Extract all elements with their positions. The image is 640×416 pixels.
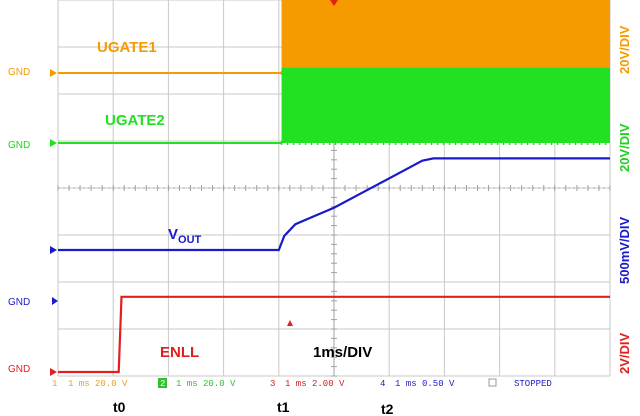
- scale-label-vout: 500mV/DIV: [617, 216, 632, 284]
- stopped-indicator-icon: [488, 378, 497, 387]
- time-marker-t1: t1: [277, 399, 290, 415]
- ground-marker-ugate2: [50, 139, 57, 147]
- ground-label-ch3: GND: [8, 364, 30, 375]
- status-ch4-settings: 1 ms 0.50 V: [395, 379, 455, 389]
- scale-label-ch1: 20V/DIV: [617, 25, 632, 74]
- ground-marker-ugate1: [50, 69, 57, 77]
- trigger-marker-icon: [330, 0, 338, 6]
- ground-marker-enll: [50, 368, 57, 376]
- status-ch4-number: 4: [380, 379, 385, 389]
- trace-label-enll: ENLL: [160, 344, 199, 361]
- time-scale-label: 1ms/DIV: [313, 344, 372, 361]
- status-bar: 1 1 ms 20.0 V 2 1 ms 20.0 V 3 1 ms 2.00 …: [52, 378, 552, 389]
- scale-label-ch3: 2V/DIV: [617, 332, 632, 374]
- trace-label-vout: VOUT: [168, 226, 202, 246]
- status-ch1-number: 1: [52, 379, 57, 389]
- ground-label-ch1: GND: [8, 67, 30, 78]
- status-ch2-box: [158, 378, 167, 388]
- scale-label-ch2: 20V/DIV: [617, 123, 632, 172]
- status-ch3-number: 3: [270, 379, 275, 389]
- trace-ugate2-switching: [281, 67, 610, 143]
- ground-label-ch2: GND: [8, 140, 30, 151]
- status-ch1-settings: 1 ms 20.0 V: [68, 379, 128, 389]
- traces: [50, 0, 610, 376]
- status-ch2-number: 2: [160, 379, 165, 389]
- vout-label-main: V: [168, 226, 178, 243]
- status-ch3-settings: 1 ms 2.00 V: [285, 379, 345, 389]
- ground-marker-ch4: [52, 297, 58, 305]
- enll-glitch-mark: [287, 320, 293, 326]
- status-stopped: STOPPED: [514, 379, 552, 389]
- status-ch2-settings: 1 ms 20.0 V: [176, 379, 236, 389]
- trace-label-ugate1: UGATE1: [97, 39, 157, 56]
- trace-v: [58, 157, 610, 252]
- trace-label-ugate2: UGATE2: [105, 112, 165, 129]
- trace-ugate1-switching: [281, 0, 610, 73]
- time-marker-t2: t2: [381, 401, 394, 416]
- trace-enll: [58, 295, 610, 374]
- ground-marker-v: [50, 246, 57, 254]
- ground-label-ch4: GND: [8, 297, 30, 308]
- time-marker-t0: t0: [113, 399, 126, 415]
- labels: GND GND GND GND UGATE1 UGATE2 VOUT ENLL …: [8, 25, 632, 416]
- vout-label-sub: OUT: [178, 234, 202, 246]
